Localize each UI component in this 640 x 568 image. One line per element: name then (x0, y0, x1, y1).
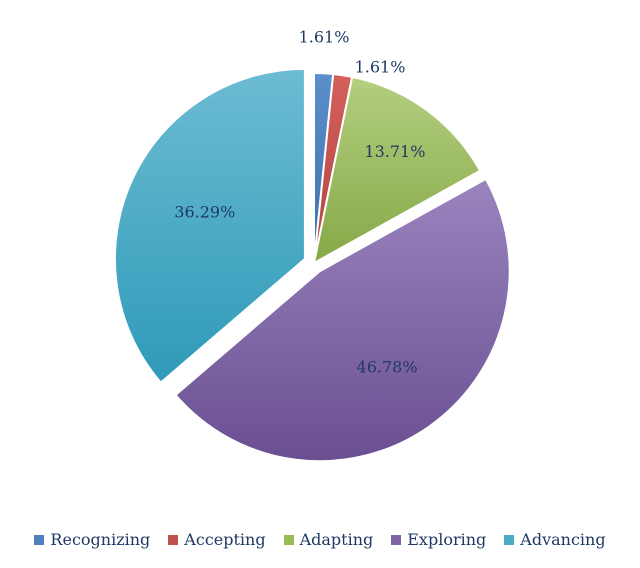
legend-swatch-advancing (504, 534, 515, 545)
legend-swatch-recognizing (34, 534, 45, 545)
legend-swatch-exploring (391, 534, 402, 545)
legend-item-advancing: Advancing (504, 530, 606, 549)
data-label-advancing: 36.29% (174, 202, 235, 221)
legend-swatch-accepting (168, 534, 179, 545)
legend-item-accepting: Accepting (168, 530, 266, 549)
pie-slice-adapting (312, 75, 482, 265)
legend-label-exploring: Exploring (407, 530, 487, 549)
legend-item-exploring: Exploring (391, 530, 486, 549)
pie-slice-advancing (113, 67, 306, 384)
legend-item-adapting: Adapting (283, 530, 374, 549)
legend-item-recognizing: Recognizing (34, 530, 150, 549)
data-label-recognizing: 1.61% (299, 28, 350, 47)
data-label-accepting: 1.61% (355, 58, 406, 77)
legend: Recognizing Accepting Adapting Exploring Adv… (0, 530, 640, 549)
data-label-adapting: 13.71% (364, 142, 425, 161)
legend-swatch-adapting (283, 534, 294, 545)
legend-label-adapting: Adapting (299, 530, 374, 549)
pie-slices (113, 67, 511, 463)
pie-data-labels: 1.61% 1.61% 13.71% 46.78% 36.29% (174, 28, 425, 377)
legend-label-advancing: Advancing (520, 530, 606, 549)
data-label-exploring: 46.78% (357, 357, 418, 376)
legend-label-accepting: Accepting (184, 530, 266, 549)
pie-slice-exploring (174, 177, 511, 463)
legend-label-recognizing: Recognizing (50, 530, 151, 549)
